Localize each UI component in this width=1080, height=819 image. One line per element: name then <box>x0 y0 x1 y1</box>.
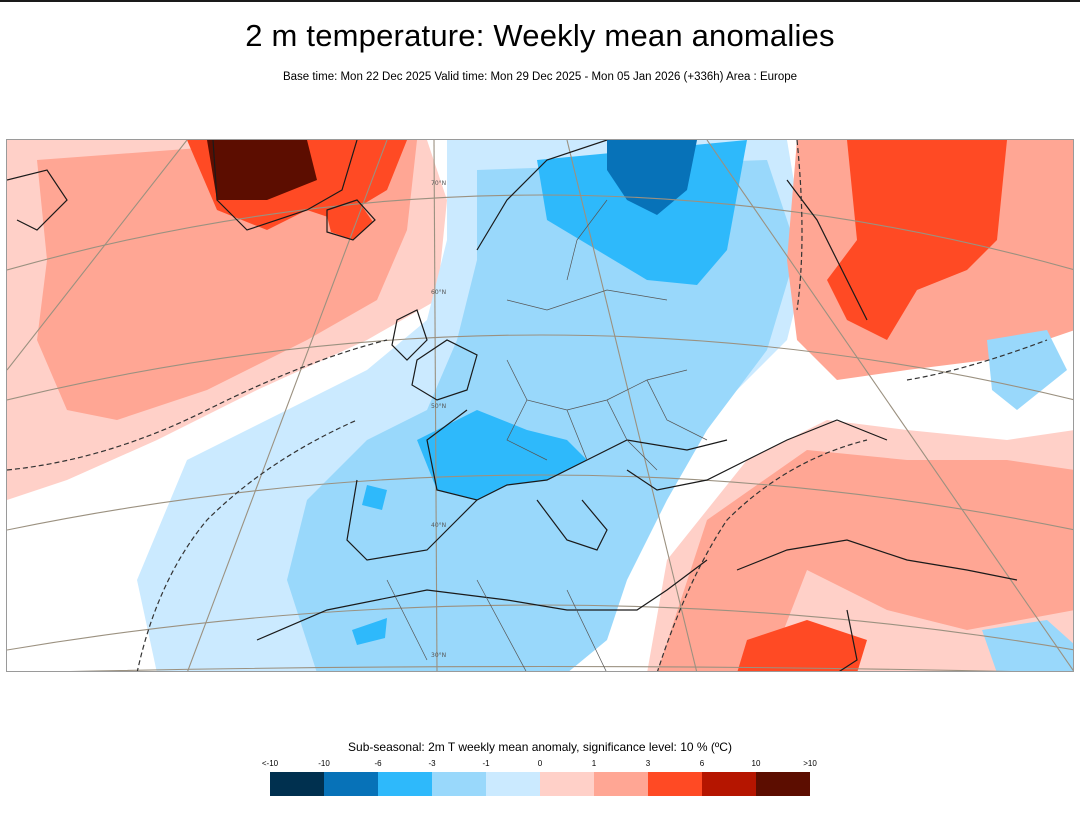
legend-tick-label: <-10 <box>261 759 279 768</box>
legend-colorbar <box>270 772 810 796</box>
legend-color-cell <box>270 772 324 796</box>
map-canvas: 70°N 60°N 50°N 40°N 30°N <box>7 140 1073 671</box>
anomaly-area-arabia-strong-warm <box>737 620 867 671</box>
coastlines <box>7 140 1018 671</box>
legend-tick-label: 6 <box>699 759 705 768</box>
legend-color-cell <box>324 772 378 796</box>
legend-color-cell <box>432 772 486 796</box>
anomaly-area-middle-east-warm <box>657 450 1073 671</box>
anomaly-area-russia-strong-warm <box>827 140 1007 340</box>
legend-color-cell <box>594 772 648 796</box>
top-rule <box>0 0 1080 2</box>
legend-tick-label: 3 <box>645 759 651 768</box>
country-borders <box>386 199 708 671</box>
legend-tick-label: -6 <box>374 759 382 768</box>
legend-tick-label: >10 <box>803 759 817 768</box>
legend-color-cell <box>486 772 540 796</box>
graticule-labels: 70°N 60°N 50°N 40°N 30°N <box>431 180 446 659</box>
anomaly-area-finland-cold-core <box>607 140 697 215</box>
legend-tick-label: 1 <box>591 759 597 768</box>
legend-color-cell <box>540 772 594 796</box>
legend-labels: <-10 -10 -6 -3 -1 0 1 3 6 10 >10 <box>262 759 817 770</box>
anomaly-area-caspian-cold <box>987 330 1067 410</box>
graticule-label-50n: 50°N <box>431 403 446 410</box>
legend-color-cell <box>702 772 756 796</box>
legend-tick-label: 10 <box>751 759 761 768</box>
graticule-label-30n: 30°N <box>431 652 446 659</box>
legend-tick-label: -10 <box>318 759 330 768</box>
anomaly-area-north-africa-cold <box>352 618 387 645</box>
anomaly-area-france-strong-cold <box>417 410 587 500</box>
legend-tick-label: -1 <box>482 759 490 768</box>
significance-contours <box>7 140 1048 671</box>
graticule-label-70n: 70°N <box>431 180 446 187</box>
anomaly-map[interactable]: 70°N 60°N 50°N 40°N 30°N <box>6 139 1074 672</box>
anomaly-area-europe-cold <box>287 160 797 671</box>
anomaly-area-finland-cold-outer <box>537 140 747 285</box>
legend-color-cell <box>648 772 702 796</box>
legend-title: Sub-seasonal: 2m T weekly mean anomaly, … <box>348 740 732 754</box>
graticule-label-60n: 60°N <box>431 289 446 296</box>
legend-color-cell <box>756 772 810 796</box>
legend-tick-label: -3 <box>428 759 436 768</box>
anomaly-area-greenland-extreme-warm <box>207 140 317 200</box>
page-subtitle: Base time: Mon 22 Dec 2025 Valid time: M… <box>282 71 798 83</box>
anomaly-area-iberia-cold <box>362 485 387 510</box>
graticule-label-40n: 40°N <box>431 522 446 529</box>
anomaly-area-iceland-warm <box>325 202 373 240</box>
page-title: 2 m temperature: Weekly mean anomalies <box>245 18 835 53</box>
legend-tick-label: 0 <box>537 759 543 768</box>
legend-color-cell <box>378 772 432 796</box>
anomaly-area-central-asia-cold <box>982 620 1073 671</box>
